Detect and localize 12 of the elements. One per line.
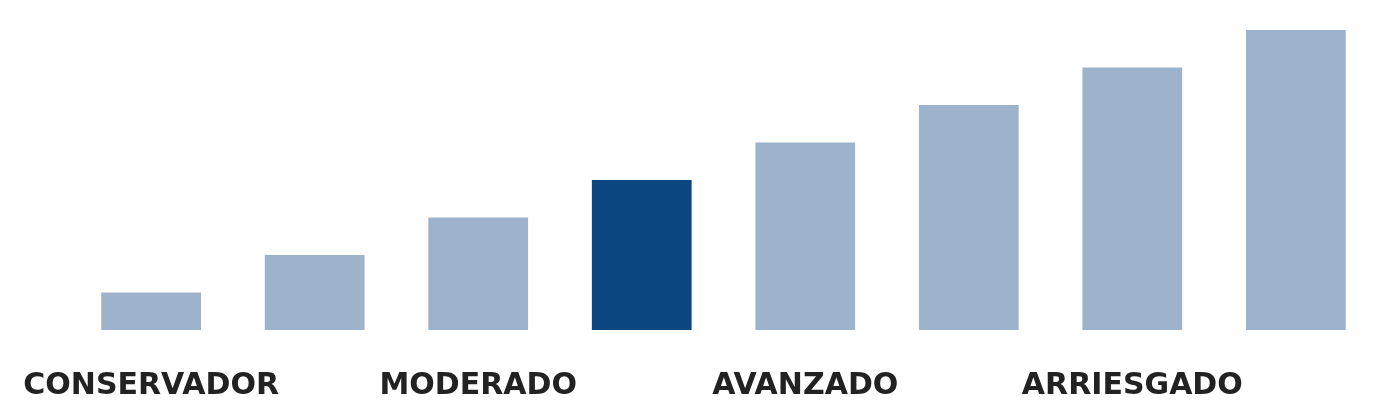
bar bbox=[918, 105, 1019, 330]
x-tick-label: MODERADO bbox=[379, 366, 577, 401]
bar bbox=[428, 217, 529, 330]
bar bbox=[101, 292, 202, 330]
bar bbox=[1082, 67, 1183, 330]
x-tick-label: AVANZADO bbox=[712, 366, 899, 401]
bar bbox=[264, 255, 365, 330]
x-tick-label: CONSERVADOR bbox=[23, 366, 280, 401]
x-tick-label: ARRIESGADO bbox=[1021, 366, 1243, 401]
bar bbox=[1245, 30, 1346, 330]
bar bbox=[755, 142, 856, 330]
bar bbox=[591, 180, 692, 330]
